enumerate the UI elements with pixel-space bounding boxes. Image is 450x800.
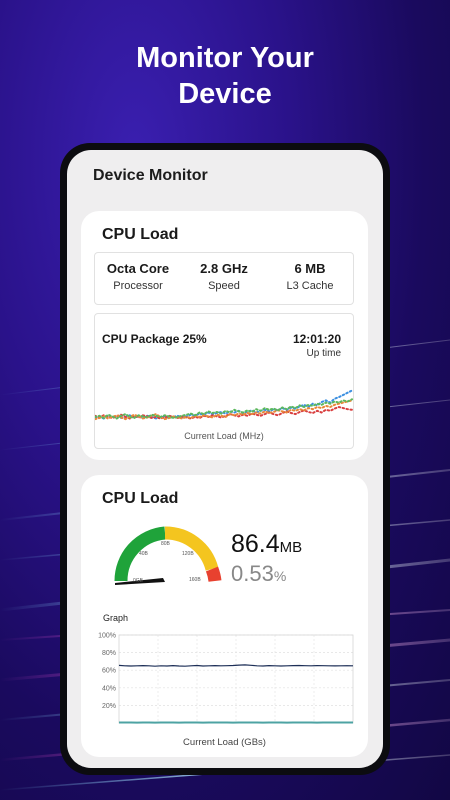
memory-ytick-label: 20% xyxy=(102,703,116,710)
memory-ytick-label: 60% xyxy=(102,668,116,675)
memory-ytick-label: 100% xyxy=(98,633,116,640)
gauge-tick-2: 80B xyxy=(161,541,171,547)
uptime-value: 12:01:20 xyxy=(292,332,341,346)
spec-processor: Octa Core Processor xyxy=(95,253,181,304)
gauge-tick-3: 120B xyxy=(182,551,194,557)
memory-ytick-label: 40% xyxy=(102,685,116,692)
cpu-load-chart: CPU Package 25% 12:01:20 Up time Current… xyxy=(94,313,354,449)
gauge-arc-red xyxy=(205,566,222,582)
cpu-chart-axis-label: Current Load (MHz) xyxy=(184,431,264,441)
spec-processor-value: Octa Core xyxy=(106,261,170,276)
memory-used-unit: MB xyxy=(279,539,303,556)
memory-used-readout: 86.4MB xyxy=(231,530,302,559)
memory-series-0-line xyxy=(118,664,354,667)
uptime-label: Up time xyxy=(306,348,341,359)
app-title: Device Monitor xyxy=(93,167,208,184)
memory-percent-value: 0.53 xyxy=(231,561,274,586)
cpu-package-label: CPU Package 25% xyxy=(102,332,207,346)
cpu-specs-box: Octa Core Processor 2.8 GHz Speed 6 MB L… xyxy=(94,252,354,305)
gauge-tick-1: 40B xyxy=(139,551,149,557)
gauge-needle xyxy=(115,578,165,585)
memory-load-card: CPU Load 0GB 40B 80B 120B 160B 86.4MB 0.… xyxy=(81,475,368,757)
spec-speed: 2.8 GHz Speed xyxy=(181,253,267,304)
graph-label: Graph xyxy=(103,613,129,623)
cpu-load-card: CPU Load Octa Core Processor 2.8 GHz Spe… xyxy=(81,211,368,460)
memory-chart-axis-label: Current Load (GBs) xyxy=(183,737,266,748)
gauge-arc-green xyxy=(114,526,166,582)
memory-ytick-label: 80% xyxy=(102,650,116,657)
cpu-load-title: CPU Load xyxy=(102,226,179,243)
memory-gauge: 0GB 40B 80B 120B 160B xyxy=(114,526,222,585)
gauge-tick-4: 160B xyxy=(189,577,201,583)
memory-used-value: 86.4 xyxy=(231,530,280,558)
cpu-load-line-chart xyxy=(95,389,353,421)
spec-speed-label: Speed xyxy=(208,280,240,292)
memory-percent-unit: % xyxy=(273,568,287,584)
app-screen: Device Monitor CPU Load Octa Core Proces… xyxy=(67,150,383,768)
gauge-tick-0: 0GB xyxy=(133,578,144,584)
spec-speed-value: 2.8 GHz xyxy=(200,261,248,276)
spec-cache-label: L3 Cache xyxy=(286,280,334,292)
spec-processor-label: Processor xyxy=(113,280,163,292)
memory-load-title: CPU Load xyxy=(102,490,179,507)
memory-load-line-chart: 100% 80% 60% 40% 20% xyxy=(98,633,354,724)
gauge-arc-yellow xyxy=(164,526,219,571)
memory-percent-readout: 0.53% xyxy=(231,561,286,587)
headline-line-2: Device xyxy=(178,78,272,110)
spec-cache-value: 6 MB xyxy=(294,261,326,276)
cpu-series-3-line xyxy=(95,398,353,420)
headline-line-1: Monitor Your xyxy=(136,42,314,74)
spec-cache: 6 MB L3 Cache xyxy=(267,253,353,304)
promo-headline: Monitor Your Device xyxy=(0,40,450,112)
